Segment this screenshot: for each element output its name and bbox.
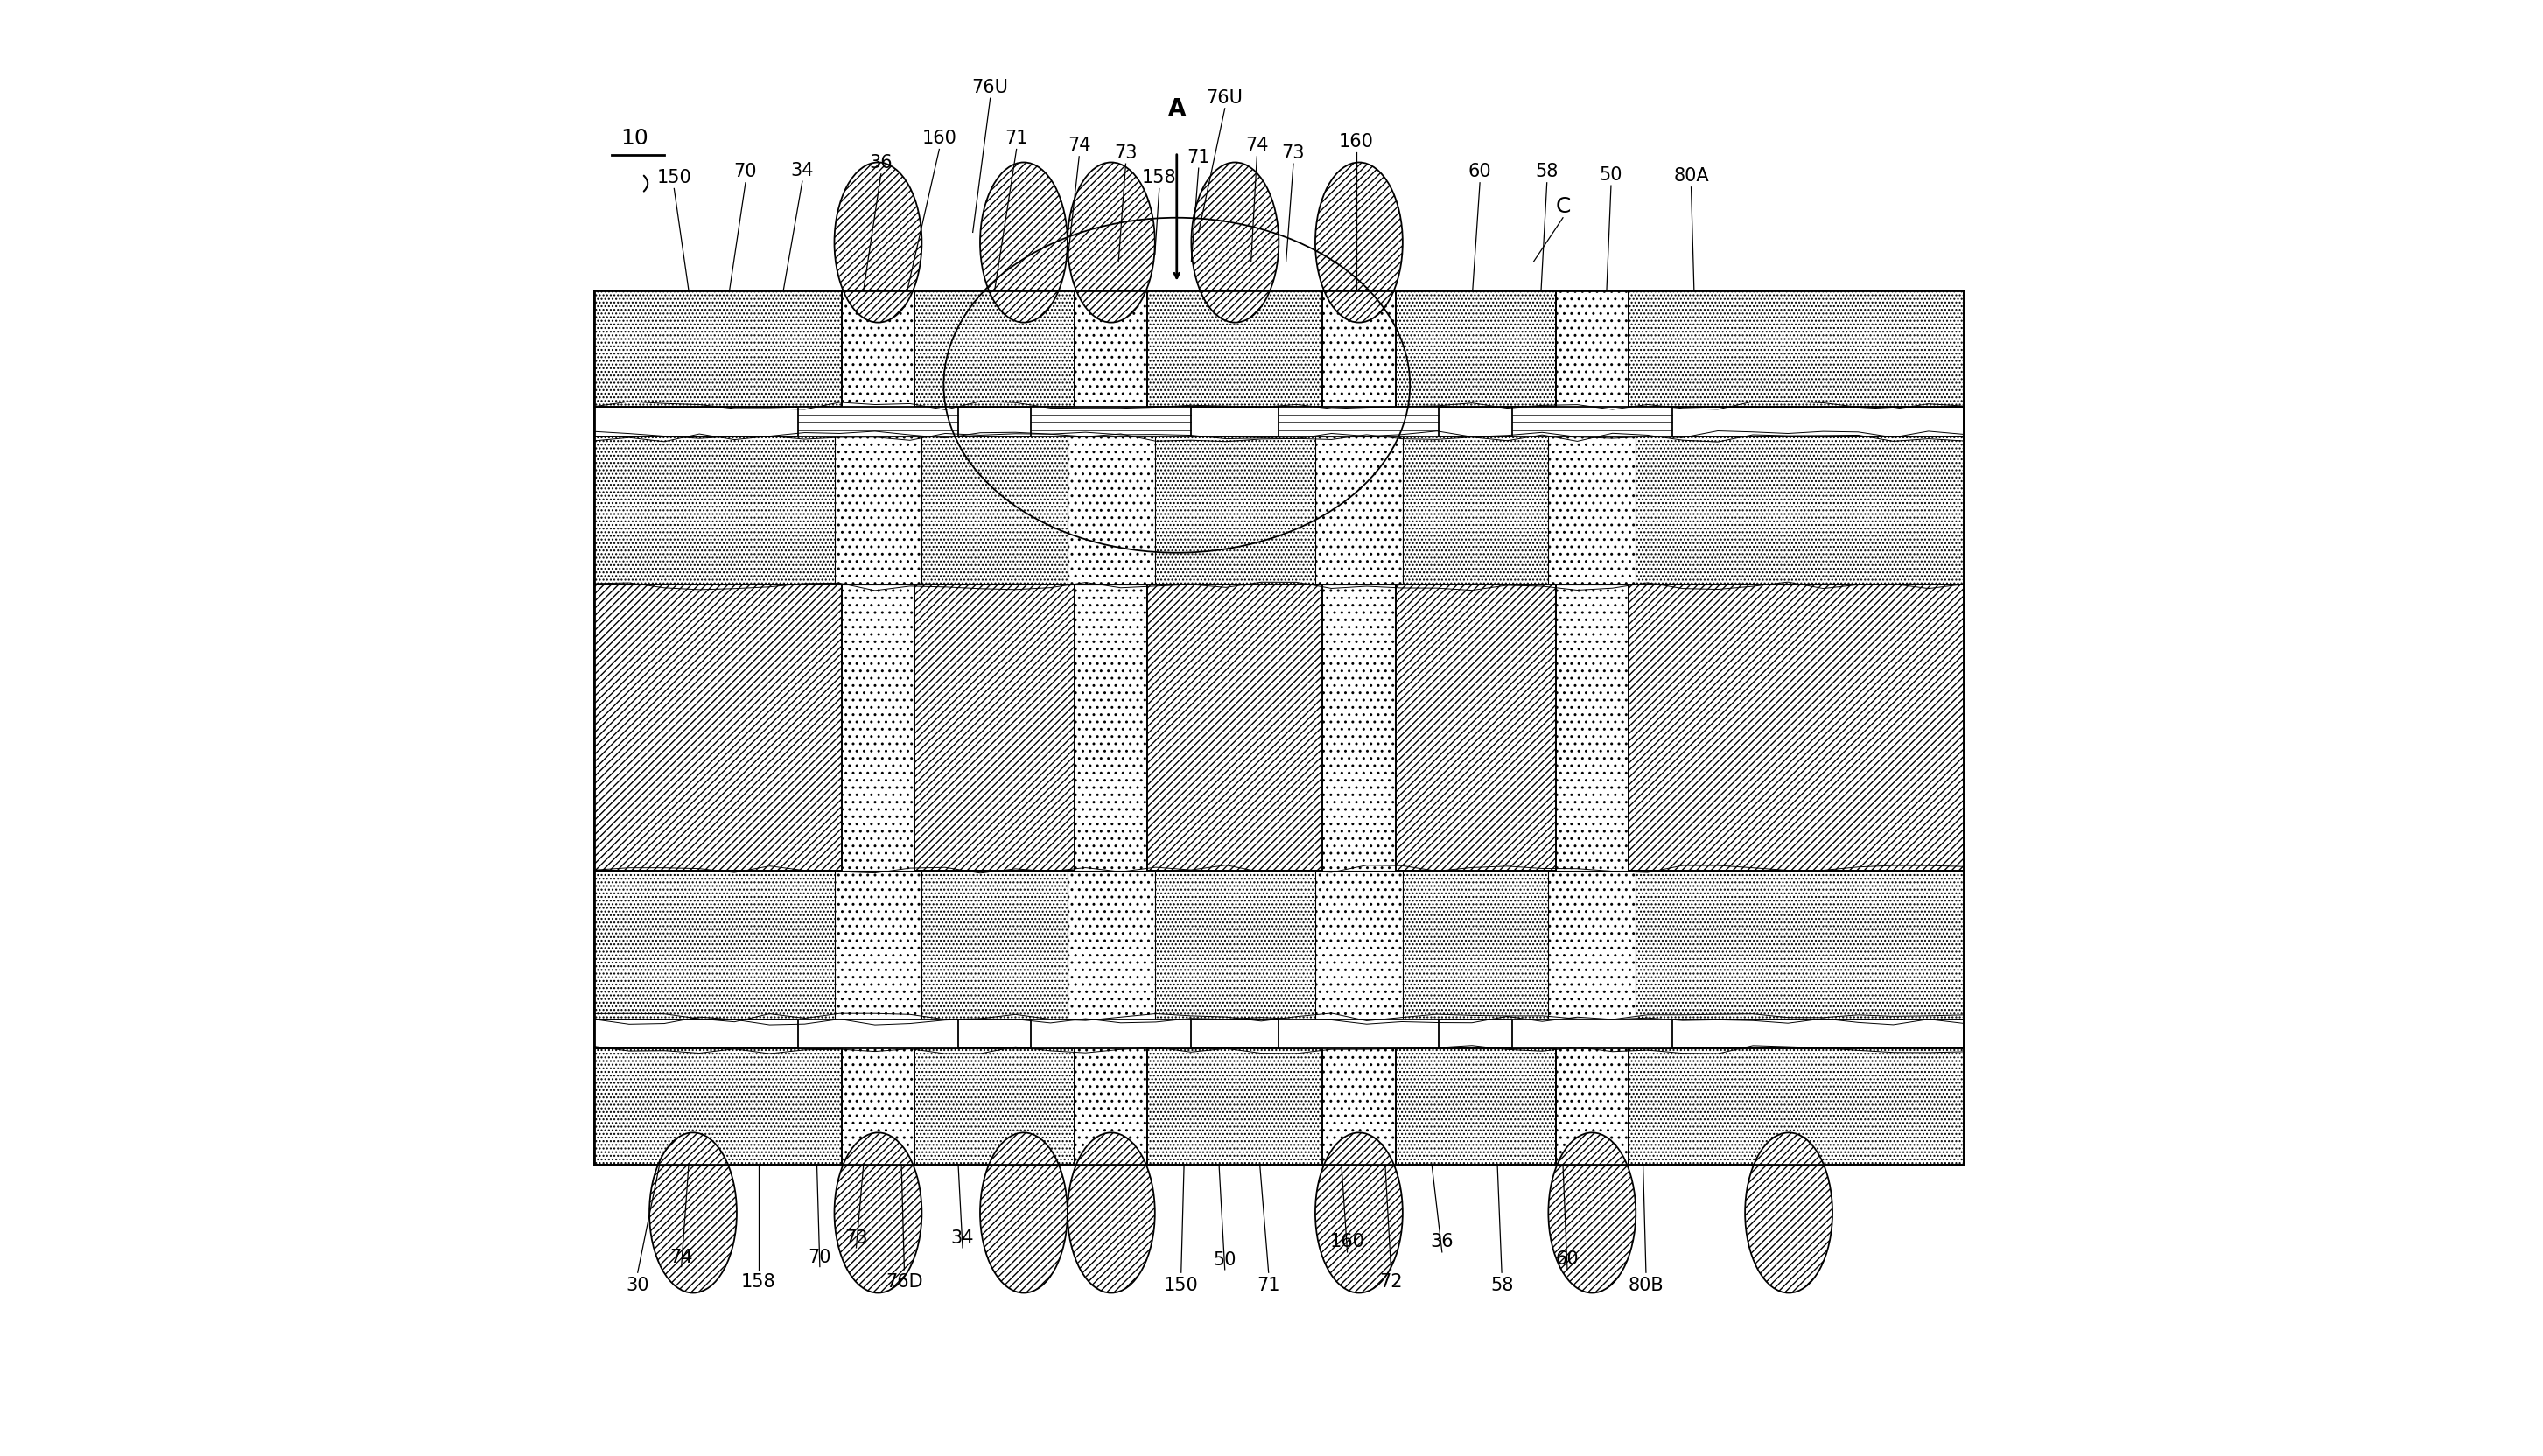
Text: 70: 70	[735, 163, 758, 181]
Ellipse shape	[1744, 1133, 1834, 1293]
Text: 74: 74	[669, 1248, 694, 1265]
Bar	[595, 437, 1963, 585]
Bar	[1556, 291, 1628, 1165]
Bar	[834, 437, 921, 585]
Bar	[1076, 291, 1147, 1165]
Bar	[1279, 1019, 1439, 1048]
Bar	[1030, 408, 1190, 437]
Text: 60: 60	[1556, 1249, 1579, 1267]
Text: 70: 70	[809, 1248, 832, 1265]
Bar	[1279, 408, 1439, 437]
Bar	[1030, 1019, 1190, 1048]
Text: 71: 71	[1004, 130, 1027, 147]
Text: 73: 73	[1282, 144, 1305, 162]
Bar	[595, 871, 1963, 1019]
Bar	[595, 291, 1963, 408]
Text: 158: 158	[1142, 169, 1177, 186]
Bar	[595, 1019, 1963, 1048]
Bar	[1549, 871, 1635, 1019]
Ellipse shape	[834, 1133, 921, 1293]
Text: 74: 74	[1246, 137, 1269, 154]
Ellipse shape	[979, 163, 1068, 323]
Ellipse shape	[1549, 1133, 1635, 1293]
Text: 10: 10	[620, 128, 648, 149]
Bar	[1549, 437, 1635, 585]
Text: 150: 150	[1165, 1275, 1198, 1293]
Text: 80A: 80A	[1673, 167, 1709, 185]
Ellipse shape	[1315, 1133, 1404, 1293]
Text: 71: 71	[1256, 1275, 1279, 1293]
Bar	[1556, 291, 1628, 1165]
Text: 160: 160	[1338, 132, 1373, 150]
Bar	[799, 1019, 959, 1048]
Ellipse shape	[1068, 163, 1155, 323]
Bar	[595, 1048, 1963, 1165]
Text: 50: 50	[1600, 166, 1622, 183]
Text: C: C	[1556, 197, 1572, 217]
Text: 80B: 80B	[1628, 1275, 1663, 1293]
Text: 34: 34	[951, 1229, 974, 1246]
Bar	[1322, 291, 1396, 1165]
Ellipse shape	[834, 163, 921, 323]
Text: 76U: 76U	[971, 79, 1010, 96]
Bar	[834, 871, 921, 1019]
Bar	[1315, 871, 1404, 1019]
Bar	[595, 291, 1963, 1165]
Bar	[799, 408, 959, 437]
Bar	[1068, 437, 1155, 585]
Bar	[1322, 291, 1396, 1165]
Ellipse shape	[648, 1133, 737, 1293]
Text: 60: 60	[1467, 163, 1493, 181]
Text: 160: 160	[1330, 1232, 1366, 1249]
Bar	[842, 291, 915, 1165]
Ellipse shape	[1068, 1133, 1155, 1293]
Text: 73: 73	[1114, 144, 1137, 162]
Bar	[595, 408, 1963, 437]
Text: 72: 72	[1378, 1273, 1404, 1290]
Text: 58: 58	[1536, 163, 1559, 181]
Text: 150: 150	[656, 169, 692, 186]
Text: 71: 71	[1188, 149, 1210, 166]
Text: 158: 158	[743, 1273, 776, 1290]
Text: 34: 34	[791, 162, 814, 179]
Ellipse shape	[1315, 163, 1404, 323]
Ellipse shape	[979, 1133, 1068, 1293]
Text: 73: 73	[844, 1229, 867, 1246]
Bar	[1068, 871, 1155, 1019]
Text: A: A	[1167, 98, 1185, 121]
Bar	[595, 585, 1963, 871]
Text: 76U: 76U	[1205, 89, 1244, 106]
Text: 30: 30	[626, 1275, 648, 1293]
Text: 50: 50	[1213, 1251, 1236, 1268]
Text: 36: 36	[870, 154, 893, 172]
Bar	[842, 291, 915, 1165]
Bar	[1513, 1019, 1673, 1048]
Bar	[1076, 291, 1147, 1165]
Bar	[1513, 408, 1673, 437]
Bar	[1315, 437, 1404, 585]
Text: 36: 36	[1429, 1232, 1455, 1249]
Text: 58: 58	[1490, 1275, 1513, 1293]
Ellipse shape	[1190, 163, 1279, 323]
Text: 160: 160	[923, 130, 956, 147]
Text: 74: 74	[1068, 137, 1091, 154]
Text: 76D: 76D	[885, 1273, 923, 1290]
